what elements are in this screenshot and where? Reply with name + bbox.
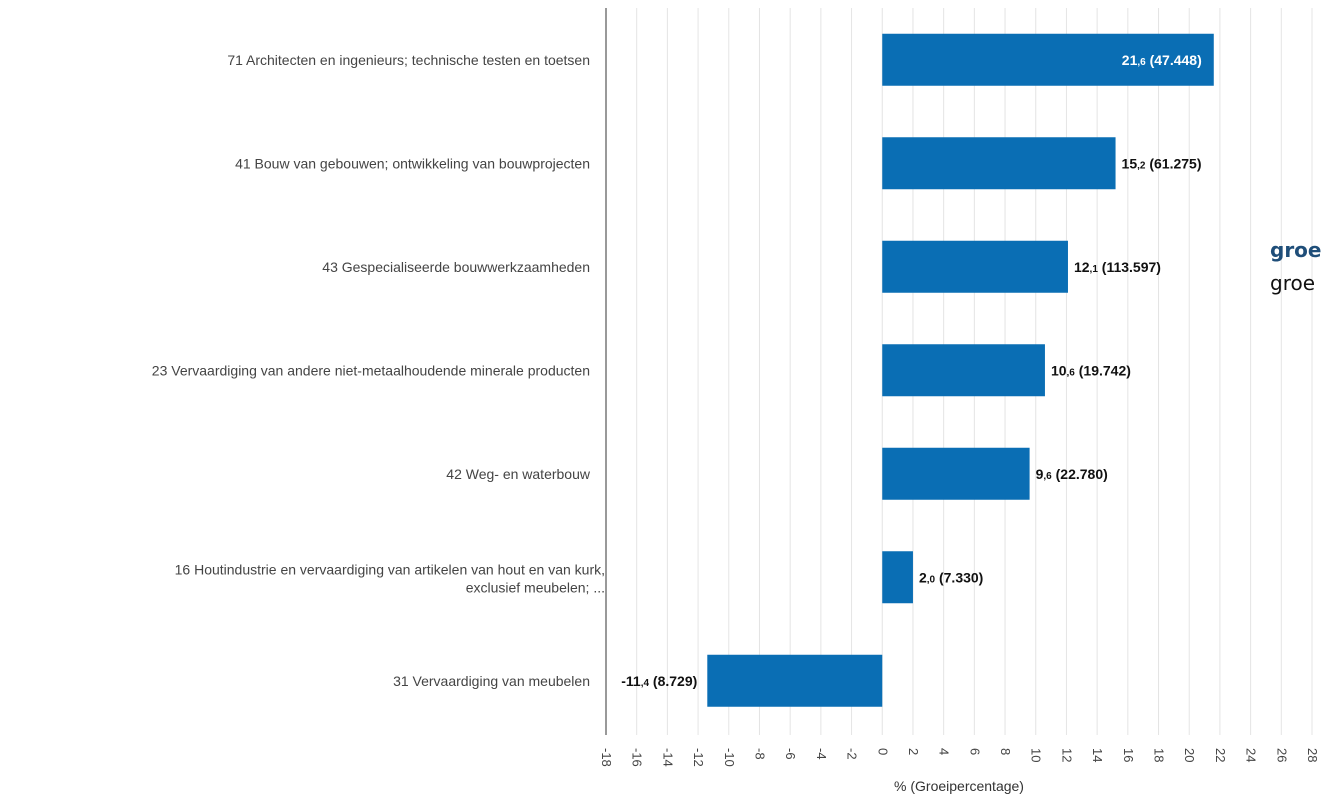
x-tick-label: 22 (1213, 748, 1228, 762)
category-labels: 71 Architecten en ingenieurs; technische… (152, 52, 605, 689)
x-tick-label: 18 (1152, 748, 1167, 762)
bar (707, 654, 883, 707)
x-tick-label: 0 (875, 748, 890, 755)
category-label: 16 Houtindustrie en vervaardiging van ar… (175, 561, 605, 595)
x-tick-label: 8 (998, 748, 1013, 755)
x-tick-label: -8 (752, 748, 767, 760)
value-label: 15,2 (61.275) (1122, 155, 1202, 171)
bar (882, 551, 913, 604)
x-tick-label: -10 (722, 748, 737, 767)
value-label: 21,6 (47.448) (1122, 52, 1202, 68)
x-tick-labels: -18 -16 -14 -12 -10 -8 -6 -4 -2 0 2 4 6 8 10 12 14 16 18 20… (599, 748, 1320, 767)
x-tick-label: 2 (906, 748, 921, 755)
x-tick-label: 28 (1305, 748, 1320, 762)
side-text-regular: groe (1270, 271, 1316, 295)
x-tick-label: 24 (1244, 748, 1259, 762)
value-label: -11,4 (8.729) (621, 673, 697, 689)
value-label: 2,0 (7.330) (919, 569, 983, 585)
bar (882, 137, 1116, 190)
x-tick-label: -4 (814, 748, 829, 760)
value-label: 12,1 (113.597) (1074, 259, 1161, 275)
category-label: 41 Bouw van gebouwen; ontwikkeling van b… (235, 155, 590, 171)
x-tick-label: -6 (783, 748, 798, 760)
x-tick-label: 12 (1059, 748, 1074, 762)
x-tick-label: -12 (691, 748, 706, 767)
x-tick-label: 26 (1274, 748, 1289, 762)
value-label: 9,6 (22.780) (1036, 466, 1108, 482)
x-tick-label: -18 (599, 748, 614, 767)
category-label: 23 Vervaardiging van andere niet-metaalh… (152, 362, 590, 378)
category-label: 31 Vervaardiging van meubelen (393, 673, 590, 689)
x-tick-label: 20 (1182, 748, 1197, 762)
bar (882, 33, 1214, 86)
bars (707, 33, 1214, 707)
x-tick-label: -14 (660, 748, 675, 767)
bar (882, 447, 1030, 500)
side-text-bold: groe (1270, 238, 1322, 262)
category-label: 71 Architecten en ingenieurs; technische… (227, 52, 590, 68)
x-tick-label: 14 (1090, 748, 1105, 762)
x-tick-label: -2 (845, 748, 860, 760)
category-label: 42 Weg- en waterbouw (446, 466, 591, 482)
bar (882, 240, 1068, 293)
x-tick-label: 10 (1029, 748, 1044, 762)
category-label: 43 Gespecialiseerde bouwwerkzaamheden (322, 259, 590, 275)
x-tick-label: 6 (967, 748, 982, 755)
value-label: 10,6 (19.742) (1051, 362, 1131, 378)
x-tick-label: 4 (937, 748, 952, 755)
value-labels: 21,6 (47.448) 15,2 (61.275) 12,1 (113.597)… (621, 52, 1202, 689)
bar (882, 344, 1045, 397)
x-tick-label: 16 (1121, 748, 1136, 762)
x-axis-title: % (Groeipercentage) (894, 778, 1024, 794)
x-tick-label: -16 (630, 748, 645, 767)
